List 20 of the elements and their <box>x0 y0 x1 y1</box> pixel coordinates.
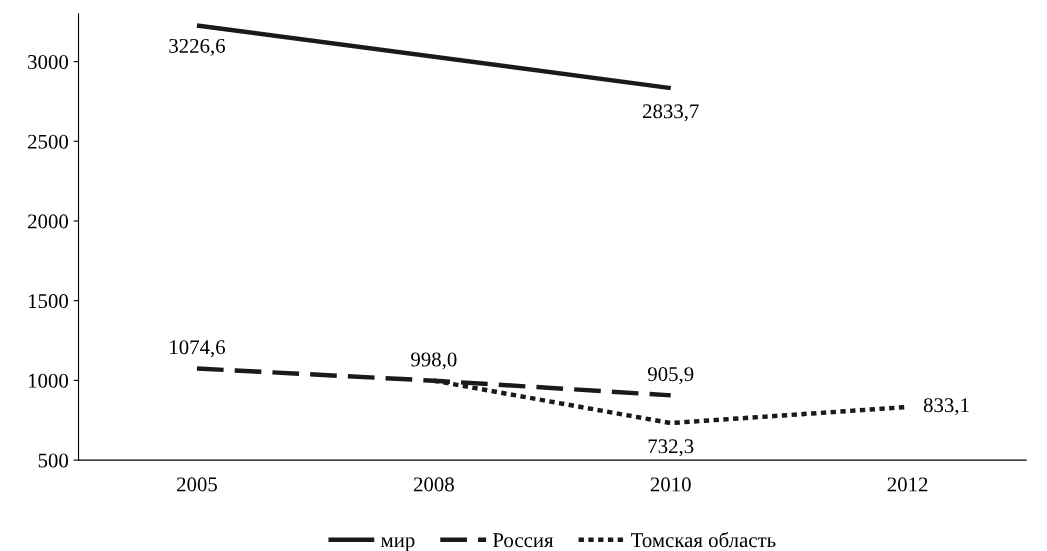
data-label: 1074,6 <box>170 340 225 358</box>
y-tick-label: 3000 <box>28 54 69 70</box>
x-tick-label: 2008 <box>413 477 454 492</box>
data-label: 905,9 <box>647 367 694 385</box>
x-tick-label: 2012 <box>887 477 928 492</box>
data-label: 998,0 <box>411 352 457 370</box>
legend-label: Россия <box>492 533 554 548</box>
x-tick-label: 2005 <box>177 477 217 492</box>
y-tick-label: 500 <box>38 453 69 468</box>
legend-label: мир <box>381 537 415 551</box>
y-tick-label: 1000 <box>28 373 69 388</box>
data-label: 833,1 <box>923 398 969 416</box>
data-label: 732,3 <box>648 439 694 457</box>
legend-label: Томская область <box>631 532 776 548</box>
y-tick-label: 2500 <box>28 134 69 149</box>
y-tick-label: 2000 <box>28 214 69 229</box>
data-label: 2833,7 <box>643 104 699 122</box>
y-tick-label: 1500 <box>28 294 69 309</box>
x-tick-label: 2010 <box>650 477 691 492</box>
data-label: 3226,6 <box>169 38 225 56</box>
